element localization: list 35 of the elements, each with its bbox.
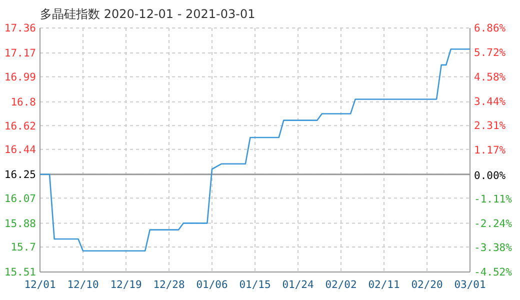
y2-tick-label: 5.72% [474, 47, 506, 60]
y-tick-label: 16.44 [4, 144, 36, 156]
y-tick-label: 17.36 [4, 22, 36, 35]
x-tick-label: 02/20 [411, 279, 443, 291]
y2-tick-label: 4.58% [474, 72, 506, 84]
y-tick-label: 17.17 [4, 48, 36, 60]
y-tick-label: 15.7 [10, 242, 36, 254]
y2-tick-label: 6.86% [474, 22, 506, 35]
y2-tick-label: 3.44% [474, 96, 506, 108]
y-tick-label: 16.62 [4, 120, 36, 132]
x-tick-label: 02/02 [325, 279, 357, 291]
chart-title: 多晶硅指数 2020-12-01 - 2021-03-01 [40, 7, 256, 21]
y2-tick-label: 1.17% [474, 144, 506, 157]
y-tick-label: 15.51 [4, 266, 36, 279]
y2-tick-label: -2.24% [474, 218, 513, 230]
y2-tick-label: -3.38% [474, 242, 513, 254]
x-tick-label: 12/10 [67, 279, 99, 291]
x-tick-label: 01/06 [196, 279, 228, 291]
y-tick-label: 16.8 [10, 96, 36, 109]
x-tick-label: 01/24 [282, 279, 314, 291]
y2-tick-label: -4.52% [474, 266, 513, 279]
x-tick-label: 12/01 [24, 279, 56, 291]
y-tick-label: 16.99 [4, 71, 36, 84]
x-tick-label: 12/19 [110, 279, 142, 291]
x-tick-label: 12/28 [153, 279, 185, 291]
y-tick-label: 16.07 [4, 192, 36, 205]
x-tick-label: 03/01 [454, 279, 486, 291]
line-series [39, 48, 471, 252]
y2-tick-label: 2.31% [474, 120, 506, 132]
y-tick-label: 15.88 [4, 218, 36, 230]
y2-tick-label: -1.11% [474, 194, 513, 206]
x-tick-label: 01/15 [239, 279, 271, 291]
x-tick-label: 02/11 [368, 279, 400, 291]
y2-tick-label: 0.00% [474, 170, 506, 182]
y-tick-label: 16.25 [4, 169, 36, 182]
